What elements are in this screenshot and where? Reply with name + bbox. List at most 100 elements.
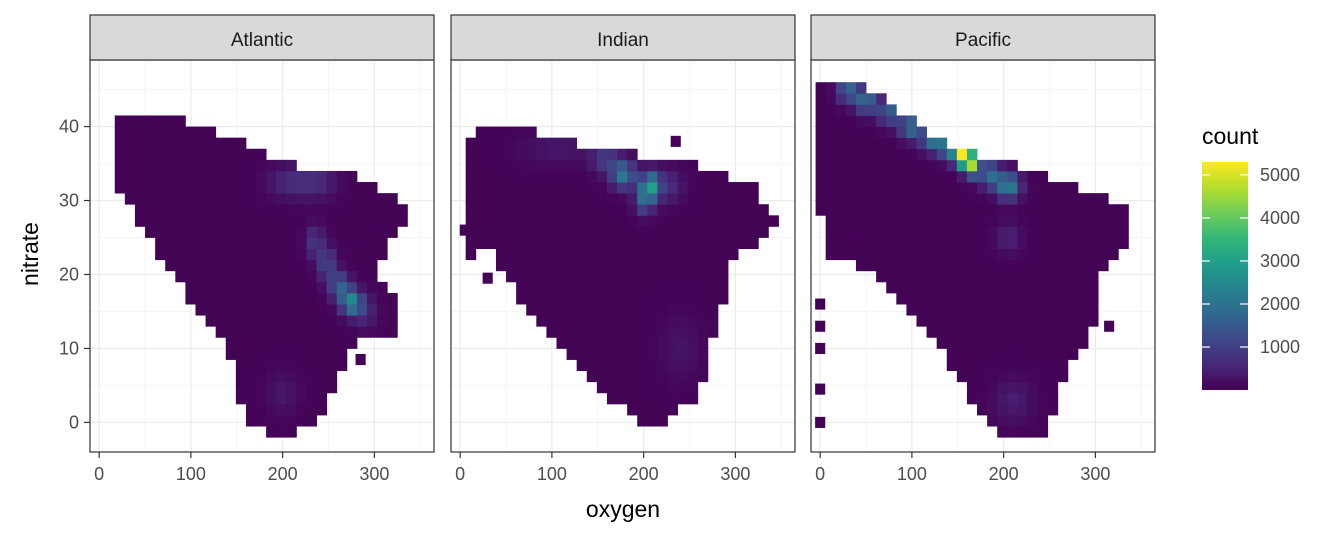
legend-title: count bbox=[1202, 123, 1259, 149]
heatmap-tile bbox=[266, 270, 277, 283]
heatmap-tile bbox=[667, 381, 678, 394]
heatmap-tile bbox=[205, 281, 217, 294]
heatmap-tile bbox=[1027, 259, 1038, 272]
heatmap-tile bbox=[306, 259, 317, 272]
heatmap-tile bbox=[617, 182, 628, 194]
heatmap-tile bbox=[245, 392, 257, 405]
heatmap-tile bbox=[296, 415, 307, 427]
heatmap-tile bbox=[936, 193, 948, 205]
heatmap-tile bbox=[815, 137, 827, 150]
heatmap-tile bbox=[707, 170, 719, 183]
heatmap-tile bbox=[1007, 392, 1018, 405]
heatmap-tile bbox=[326, 248, 338, 261]
heatmap-tile bbox=[286, 270, 297, 283]
heatmap-tile bbox=[145, 115, 156, 127]
heatmap-tile bbox=[1007, 348, 1018, 360]
heatmap-tile bbox=[657, 348, 668, 360]
heatmap-tile bbox=[627, 226, 638, 238]
heatmap-tile bbox=[835, 226, 847, 238]
heatmap-tile bbox=[886, 182, 897, 194]
heatmap-tile bbox=[647, 359, 658, 372]
heatmap-tile bbox=[316, 281, 328, 294]
heatmap-tile bbox=[195, 270, 206, 283]
heatmap-tile bbox=[286, 193, 297, 205]
heatmap-tile bbox=[356, 304, 368, 316]
heatmap-tile bbox=[1017, 381, 1028, 394]
heatmap-tile bbox=[526, 170, 537, 183]
heatmap-tile bbox=[866, 248, 877, 261]
heatmap-tile bbox=[155, 182, 166, 194]
heatmap-tile bbox=[205, 182, 217, 194]
heatmap-tile bbox=[245, 304, 257, 316]
heatmap-tile bbox=[987, 215, 998, 227]
heatmap-tile bbox=[866, 226, 877, 238]
heatmap-tile bbox=[546, 193, 557, 205]
heatmap-tile bbox=[697, 370, 709, 383]
heatmap-tile bbox=[566, 315, 578, 327]
heatmap-tile bbox=[346, 215, 358, 227]
heatmap-tile bbox=[377, 237, 388, 249]
heatmap-tile bbox=[205, 170, 217, 183]
heatmap-tile bbox=[306, 337, 317, 349]
heatmap-tile bbox=[566, 226, 578, 238]
heatmap-tile bbox=[175, 237, 186, 249]
heatmap-tile bbox=[1057, 359, 1069, 372]
heatmap-tile bbox=[845, 126, 857, 139]
heatmap-tile bbox=[657, 359, 668, 372]
heatmap-tile bbox=[906, 237, 917, 249]
heatmap-tile bbox=[155, 115, 166, 127]
heatmap-tile bbox=[296, 381, 307, 394]
heatmap-tile bbox=[576, 237, 588, 249]
heatmap-tile bbox=[1037, 370, 1049, 383]
heatmap-tile bbox=[286, 326, 297, 338]
heatmap-tile bbox=[956, 226, 968, 238]
heatmap-tile bbox=[316, 348, 328, 360]
heatmap-tile bbox=[647, 204, 658, 216]
heatmap-tile bbox=[946, 148, 958, 161]
heatmap-tile bbox=[697, 359, 709, 372]
heatmap-tile bbox=[1067, 215, 1079, 227]
heatmap-tile bbox=[286, 248, 297, 261]
heatmap-tile bbox=[936, 248, 948, 261]
heatmap-tile bbox=[1007, 415, 1018, 427]
heatmap-tile bbox=[1067, 226, 1079, 238]
heatmap-tile bbox=[245, 226, 257, 238]
heatmap-tile bbox=[956, 359, 968, 372]
heatmap-tile bbox=[185, 259, 196, 272]
heatmap-tile bbox=[1027, 415, 1038, 427]
heatmap-tile bbox=[195, 304, 206, 316]
heatmap-tile bbox=[485, 170, 497, 183]
heatmap-tile bbox=[687, 259, 699, 272]
heatmap-tile bbox=[526, 215, 537, 227]
heatmap-tile bbox=[286, 392, 297, 405]
heatmap-tile bbox=[936, 281, 948, 294]
heatmap-tile bbox=[815, 104, 827, 116]
heatmap-tile bbox=[707, 215, 719, 227]
heatmap-tile bbox=[306, 326, 317, 338]
heatmap-tile bbox=[1047, 359, 1059, 372]
heatmap-tile bbox=[896, 248, 907, 261]
heatmap-tile bbox=[606, 315, 618, 327]
heatmap-tile bbox=[657, 248, 668, 261]
heatmap-tile bbox=[336, 315, 348, 327]
heatmap-tile bbox=[495, 126, 507, 139]
heatmap-tile bbox=[1047, 204, 1059, 216]
heatmap-tile bbox=[175, 170, 186, 183]
heatmap-tile bbox=[185, 193, 196, 205]
heatmap-tile bbox=[586, 259, 598, 272]
heatmap-tile bbox=[286, 337, 297, 349]
heatmap-tile bbox=[896, 226, 907, 238]
heatmap-tile bbox=[225, 226, 237, 238]
heatmap-tile bbox=[155, 170, 166, 183]
heatmap-tile bbox=[1037, 215, 1049, 227]
heatmap-tile bbox=[866, 182, 877, 194]
heatmap-tile bbox=[516, 170, 527, 183]
heatmap-tile bbox=[306, 392, 317, 405]
heatmap-tile bbox=[1077, 270, 1089, 283]
heatmap-tile bbox=[576, 304, 588, 316]
heatmap-tile bbox=[245, 403, 257, 416]
heatmap-tile bbox=[825, 215, 837, 227]
heatmap-tile bbox=[1067, 270, 1079, 283]
heatmap-tile bbox=[1077, 259, 1089, 272]
